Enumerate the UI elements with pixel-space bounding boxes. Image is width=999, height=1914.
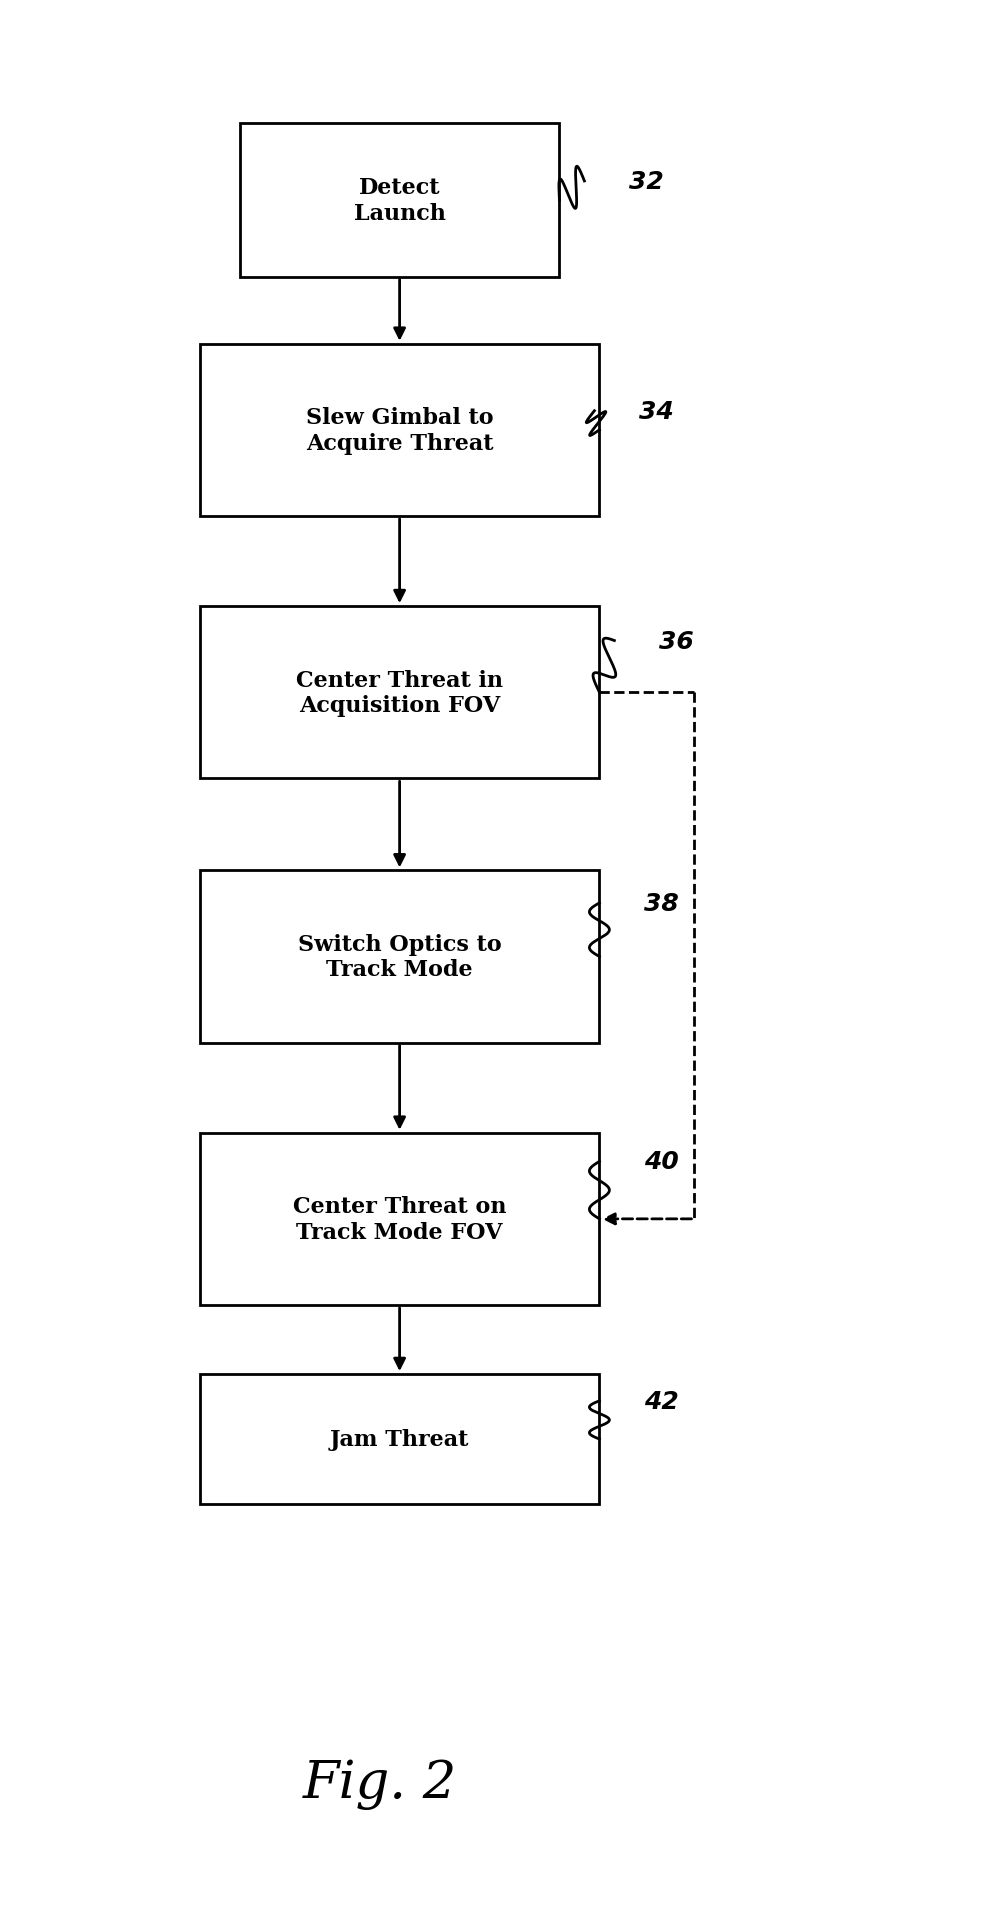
Bar <box>200 1374 599 1504</box>
Text: 40: 40 <box>644 1150 679 1173</box>
Text: 42: 42 <box>644 1390 679 1413</box>
Text: Slew Gimbal to
Acquire Threat: Slew Gimbal to Acquire Threat <box>306 408 494 454</box>
Text: 34: 34 <box>639 400 674 423</box>
Text: Detect
Launch: Detect Launch <box>354 178 446 224</box>
Bar <box>200 345 599 517</box>
Text: Fig. 2: Fig. 2 <box>303 1759 457 1809</box>
Text: Switch Optics to
Track Mode: Switch Optics to Track Mode <box>298 934 501 980</box>
Bar <box>200 1133 599 1305</box>
Text: Center Threat on
Track Mode FOV: Center Threat on Track Mode FOV <box>293 1196 506 1242</box>
Text: 36: 36 <box>659 630 694 653</box>
Text: Jam Threat: Jam Threat <box>330 1428 470 1451</box>
Bar <box>240 124 559 278</box>
Text: Center Threat in
Acquisition FOV: Center Threat in Acquisition FOV <box>296 670 503 716</box>
Bar <box>200 871 599 1043</box>
Text: 38: 38 <box>644 892 679 915</box>
Text: 32: 32 <box>629 170 664 193</box>
Bar <box>200 607 599 779</box>
